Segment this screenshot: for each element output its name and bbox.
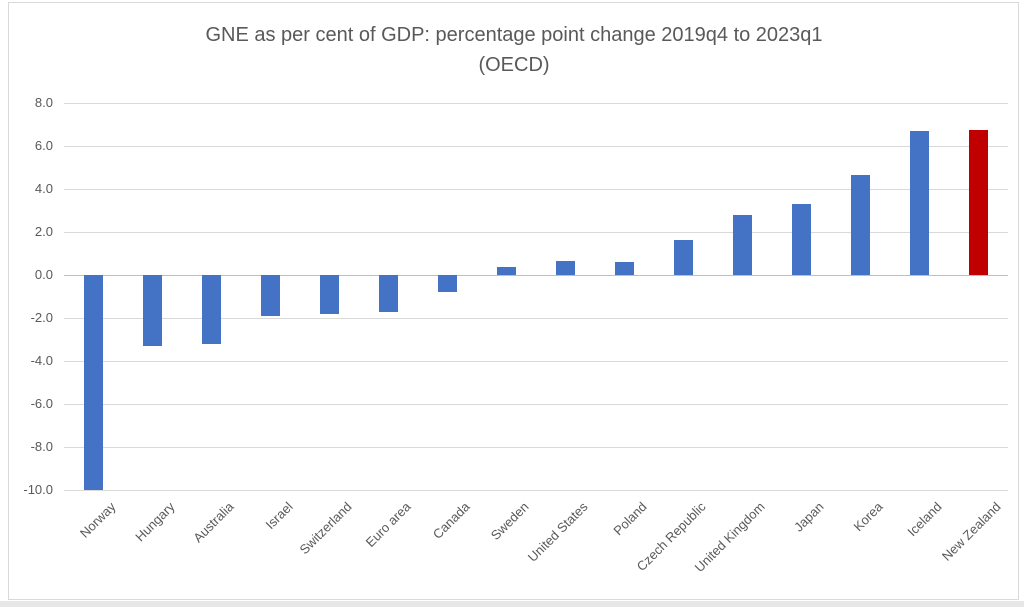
- x-axis: Norway Hungary Australia Israel Switzerland E…: [64, 498, 1008, 598]
- bar-new-zealand: [969, 129, 988, 275]
- y-axis-tick-label: 6.0: [34, 138, 53, 153]
- bar-iceland: [910, 130, 929, 275]
- y-axis-tick-label: 4.0: [34, 181, 53, 196]
- bar-czech-republic: [674, 239, 693, 275]
- x-axis-label-japan: Japan: [790, 499, 827, 535]
- zero-axis-line: [64, 274, 1008, 276]
- x-axis-label-hungary: Hungary: [131, 499, 178, 545]
- bar-japan: [792, 204, 811, 275]
- x-axis-label-sweden: Sweden: [487, 499, 532, 543]
- x-axis-label-united-states: United States: [524, 499, 591, 565]
- gridline: [64, 446, 1008, 448]
- gridline: [64, 231, 1008, 233]
- bar-sweden: [497, 267, 516, 275]
- plot-area: [64, 102, 1008, 491]
- gridline: [64, 145, 1008, 147]
- y-axis-tick-label: -10.0: [23, 482, 53, 497]
- chart-title-line2: (OECD): [478, 54, 550, 76]
- bar-canada: [438, 275, 457, 293]
- bar-hungary: [143, 275, 162, 346]
- x-axis-label-czech-republic: Czech Republic: [633, 499, 709, 574]
- bar-united-kingdom: [733, 214, 752, 275]
- y-axis-tick-label: 2.0: [34, 224, 53, 239]
- x-axis-label-new-zealand: New Zealand: [938, 499, 1004, 564]
- x-axis-label-korea: Korea: [849, 499, 886, 535]
- bar-switzerland: [320, 275, 339, 314]
- x-axis-label-australia: Australia: [189, 499, 237, 546]
- bottom-edge-strip: [0, 601, 1024, 607]
- gridline: [64, 317, 1008, 319]
- gridline: [64, 489, 1008, 491]
- y-axis-tick-label: -8.0: [30, 439, 53, 454]
- bar-poland: [615, 262, 634, 275]
- y-axis-tick-label: 0.0: [34, 267, 53, 282]
- bar-norway: [84, 275, 103, 490]
- gridline: [64, 102, 1008, 104]
- bar-united-states: [556, 261, 575, 275]
- bar-israel: [261, 275, 280, 316]
- x-axis-label-euro-area: Euro area: [362, 499, 414, 550]
- x-axis-label-iceland: Iceland: [903, 499, 945, 540]
- gridline: [64, 403, 1008, 405]
- x-axis-label-canada: Canada: [429, 499, 473, 542]
- bar-euro-area: [379, 275, 398, 312]
- x-axis-label-switzerland: Switzerland: [295, 499, 355, 558]
- bar-korea: [851, 175, 870, 275]
- y-axis-tick-label: 8.0: [34, 95, 53, 110]
- chart-title-line1: GNE as per cent of GDP: percentage point…: [205, 24, 823, 46]
- y-axis-tick-label: -6.0: [30, 396, 53, 411]
- gridline: [64, 188, 1008, 190]
- x-axis-label-israel: Israel: [262, 499, 296, 533]
- chart-border-frame: [8, 2, 1019, 600]
- bar-australia: [202, 275, 221, 344]
- y-axis-tick-label: -4.0: [30, 353, 53, 368]
- x-axis-label-poland: Poland: [609, 499, 650, 539]
- y-axis-tick-label: -2.0: [30, 310, 53, 325]
- chart-title: GNE as per cent of GDP: percentage point…: [64, 20, 964, 80]
- x-axis-label-united-kingdom: United Kingdom: [691, 499, 768, 576]
- gridline: [64, 360, 1008, 362]
- y-axis: 8.0 6.0 4.0 2.0 0.0 -2.0 -4.0 -6.0 -8.0 -10.0: [0, 96, 55, 497]
